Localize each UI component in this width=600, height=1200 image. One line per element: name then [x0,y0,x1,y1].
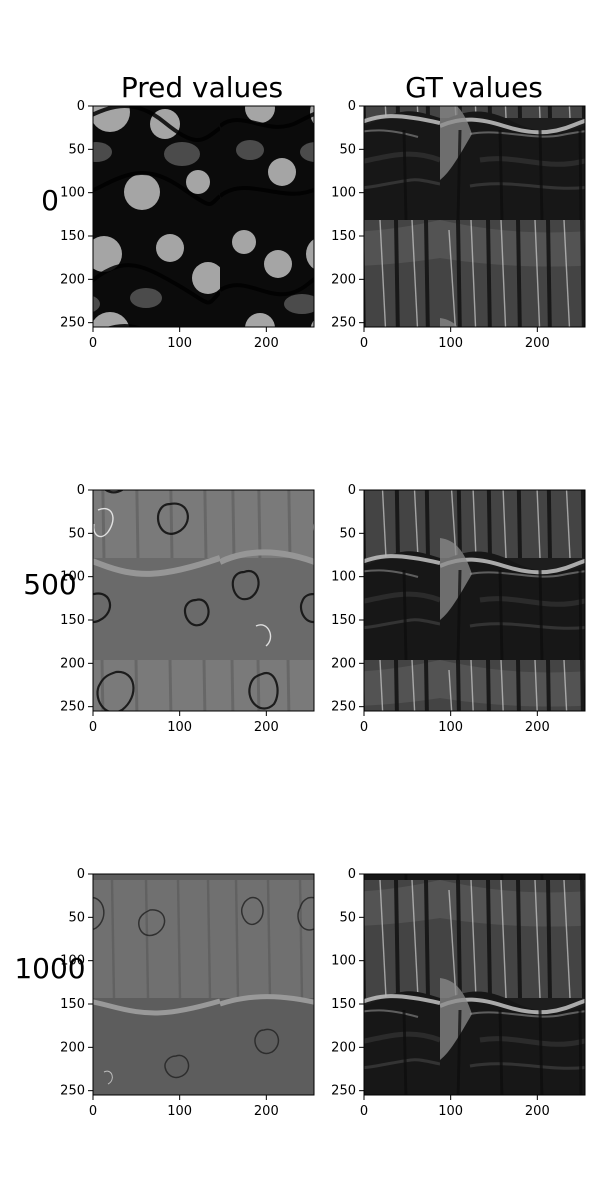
x-tick-label-row-500-pred-2: 200 [254,720,279,735]
y-tick-label-row-0-pred-4: 200 [60,272,85,287]
x-tick-label-row-0-pred-0: 0 [89,336,97,351]
y-tick-label-row-1000-gt-3: 150 [331,997,356,1012]
panel-row-500-pred: 0 100 200 0 50 100 150 200 250 [60,483,315,735]
y-tick-label-row-0-pred-1: 50 [68,142,85,157]
axis-y-row-500-pred: 0 50 100 150 200 250 [60,483,93,715]
x-tick-label-row-1000-gt-2: 200 [525,1104,550,1119]
y-tick-label-row-0-gt-1: 50 [339,142,356,157]
axis-x-row-1000-pred: 0 100 200 [89,1095,279,1119]
y-tick-label-row-0-gt-2: 100 [331,186,356,201]
y-tick-label-row-0-pred-0: 0 [77,99,85,114]
y-tick-label-row-0-gt-5: 250 [331,316,356,331]
y-tick-label-row-1000-pred-4: 200 [60,1040,85,1055]
x-tick-label-row-500-gt-1: 100 [438,720,463,735]
axis-x-row-500-pred: 0 100 200 [89,711,279,735]
x-tick-label-row-500-gt-2: 200 [525,720,550,735]
axis-x-row-1000-gt: 0 100 200 [360,1095,550,1119]
y-tick-label-row-1000-pred-5: 250 [60,1084,85,1099]
y-tick-label-row-500-pred-0: 0 [77,483,85,498]
y-tick-label-row-0-gt-4: 200 [331,272,356,287]
axis-y-row-1000-pred: 0 50 100 150 200 250 [60,867,93,1099]
x-tick-label-row-0-gt-2: 200 [525,336,550,351]
x-tick-label-row-1000-pred-2: 200 [254,1104,279,1119]
y-tick-label-row-500-pred-3: 150 [60,613,85,628]
y-tick-label-row-1000-pred-2: 100 [60,954,85,969]
x-tick-label-row-500-pred-0: 0 [89,720,97,735]
panel-row-1000-pred: 0 100 200 0 50 100 150 200 250 [60,867,315,1119]
gt-image-1000 [363,873,586,1096]
gt-image-500 [363,489,586,712]
x-tick-label-row-0-gt-0: 0 [360,336,368,351]
x-tick-label-row-1000-gt-1: 100 [438,1104,463,1119]
pred-image-0 [92,105,315,328]
panel-row-0-gt: 0 100 200 0 50 100 150 200 250 [331,99,586,351]
y-tick-label-row-500-gt-3: 150 [331,613,356,628]
axis-x-row-0-pred: 0 100 200 [89,327,279,351]
x-tick-label-row-0-pred-1: 100 [167,336,192,351]
y-tick-label-row-1000-gt-4: 200 [331,1040,356,1055]
panel-row-500-gt: 0 100 200 0 50 100 150 200 250 [331,483,586,735]
y-tick-label-row-500-gt-5: 250 [331,700,356,715]
y-tick-label-row-1000-pred-0: 0 [77,867,85,882]
y-tick-label-row-1000-gt-1: 50 [339,910,356,925]
axis-x-row-500-gt: 0 100 200 [360,711,550,735]
gt-image-0 [363,105,586,328]
x-tick-label-row-1000-pred-1: 100 [167,1104,192,1119]
y-tick-label-row-500-gt-2: 100 [331,570,356,585]
panel-row-0-pred: 0 100 200 0 50 100 150 200 250 [60,99,315,351]
axis-y-row-0-gt: 0 50 100 150 200 250 [331,99,364,331]
y-tick-label-row-1000-gt-2: 100 [331,954,356,969]
y-tick-label-row-500-pred-4: 200 [60,656,85,671]
row-label-500: 500 [23,568,76,601]
axis-y-row-500-gt: 0 50 100 150 200 250 [331,483,364,715]
y-tick-label-row-1000-pred-3: 150 [60,997,85,1012]
y-tick-label-row-0-gt-0: 0 [348,99,356,114]
x-tick-label-row-500-pred-1: 100 [167,720,192,735]
y-tick-label-row-1000-gt-0: 0 [348,867,356,882]
pred-image-500 [92,489,315,712]
pred-image-1000 [92,873,315,1096]
y-tick-label-row-500-gt-0: 0 [348,483,356,498]
y-tick-label-row-0-pred-3: 150 [60,229,85,244]
y-tick-label-row-0-pred-2: 100 [60,186,85,201]
x-tick-label-row-0-gt-1: 100 [438,336,463,351]
y-tick-label-row-500-pred-5: 250 [60,700,85,715]
axis-x-row-0-gt: 0 100 200 [360,327,550,351]
panel-row-1000-gt: 0 100 200 0 50 100 150 200 250 [331,867,586,1119]
x-tick-label-row-1000-pred-0: 0 [89,1104,97,1119]
y-tick-label-row-0-pred-5: 250 [60,316,85,331]
axis-y-row-0-pred: 0 50 100 150 200 250 [60,99,93,331]
column-title-gt: GT values [405,71,543,104]
y-tick-label-row-500-gt-4: 200 [331,656,356,671]
column-title-pred: Pred values [121,71,283,104]
y-tick-label-row-0-gt-3: 150 [331,229,356,244]
x-tick-label-row-1000-gt-0: 0 [360,1104,368,1119]
axis-y-row-1000-gt: 0 50 100 150 200 250 [331,867,364,1099]
y-tick-label-row-1000-gt-5: 250 [331,1084,356,1099]
x-tick-label-row-500-gt-0: 0 [360,720,368,735]
row-label-0: 0 [41,184,59,217]
y-tick-label-row-500-gt-1: 50 [339,526,356,541]
y-tick-label-row-1000-pred-1: 50 [68,910,85,925]
row-label-1000: 1000 [14,952,85,985]
y-tick-label-row-500-pred-1: 50 [68,526,85,541]
y-tick-label-row-500-pred-2: 100 [60,570,85,585]
x-tick-label-row-0-pred-2: 200 [254,336,279,351]
